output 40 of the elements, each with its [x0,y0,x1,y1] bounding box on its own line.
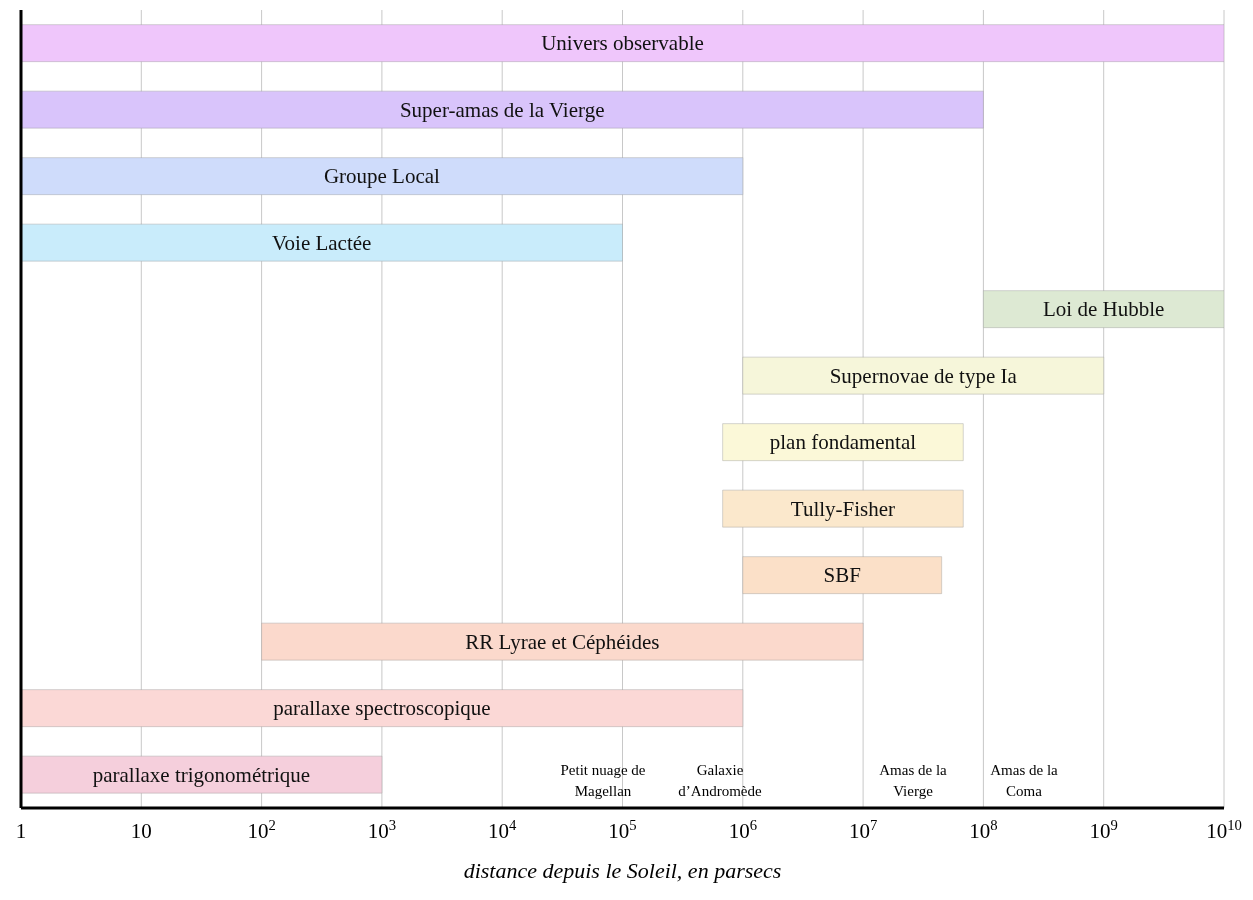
y-tick-label: parallaxe trigonométrique [92,762,311,787]
y-tick-label: RR Lyrae et Céphéides [465,629,660,654]
y-tick-label: parallaxe spectroscopique [273,696,491,721]
y-tick-label: Super-amas de la Vierge [399,97,605,122]
x-tick-label: 10$^{9}$ [1089,817,1118,843]
x-tick-label: 10$^{10}$ [1206,817,1242,843]
bar [722,423,964,462]
annotation: Petit nuage de Magellan [559,761,647,801]
y-tick-label: plan fondamental [769,430,917,455]
x-tick-label: 1 [15,819,27,843]
bar [21,157,744,196]
annotation: Amas de la Vierge [878,761,948,801]
y-tick-label: Loi de Hubble [1043,297,1165,322]
bar [21,90,984,129]
bar [21,689,744,728]
bar [21,755,383,794]
x-tick-label: 10$^{7}$ [848,817,878,843]
y-tick-label: Supernovae de type Ia [829,363,1018,388]
y-tick-label: Univers observable [541,31,704,56]
y-tick-label: Voie Lactée [272,230,372,255]
bar [742,356,1105,395]
bar [261,622,864,661]
x-tick-label: 10$^{6}$ [728,817,757,843]
bar [722,489,964,528]
x-tick-label: 10$^{5}$ [608,817,637,843]
annotation: Galaxie d’Andromède [677,761,763,801]
x-tick-label: 10$^{2}$ [247,817,276,843]
x-tick-label: 10 [130,819,152,843]
bar [982,290,1224,329]
x-tick-label: 10$^{8}$ [969,817,998,843]
y-tick-label: Tully-Fisher [790,496,896,521]
y-tick-label: SBF [823,563,861,588]
x-tick-label: 10$^{3}$ [367,817,397,843]
bar [21,223,623,262]
x-tick-label: 10$^{4}$ [488,817,518,843]
x-axis-title: distance depuis le Soleil, en parsecs [463,858,782,883]
bar [21,24,1224,63]
bar [742,556,943,595]
annotation: Amas de la Coma [989,761,1059,801]
y-tick-label: Groupe Local [323,164,441,189]
